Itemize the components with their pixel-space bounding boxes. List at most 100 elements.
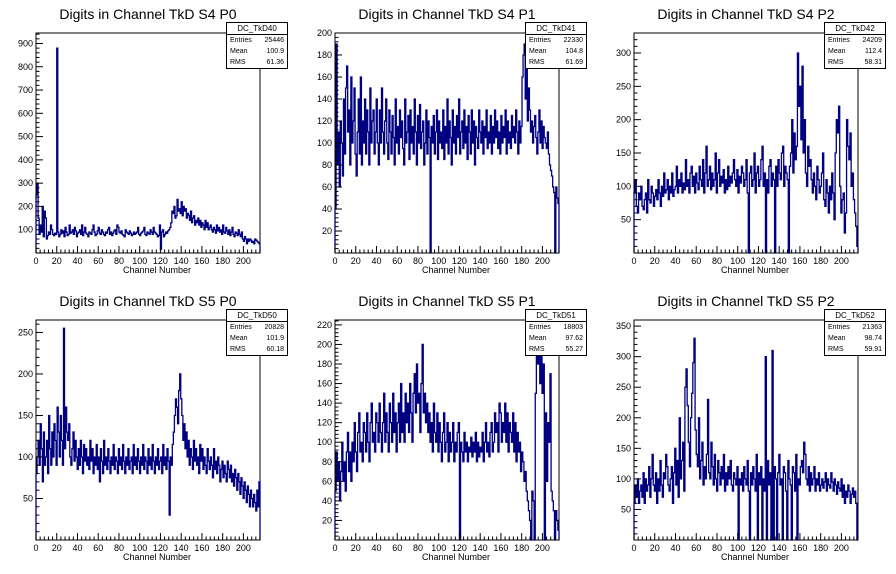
chart-title: Digits in Channel TkD S4 P2 [657,6,835,22]
histogram-series [35,47,261,253]
y-tick-label: 140 [317,94,332,104]
stats-value-rms: 58.31 [864,59,882,66]
stats-row-entries: Entries 21363 [825,322,885,333]
y-tick-label: 150 [616,148,631,158]
y-tick-label: 100 [317,138,332,148]
y-tick-label: 350 [616,321,631,331]
y-tick-label: 250 [616,81,631,91]
x-tick-label: 200 [535,543,550,553]
stats-name: DC_TkD42 [825,23,885,35]
stats-label-mean: Mean [828,335,846,342]
y-tick-label: 50 [621,504,631,514]
stats-value-mean: 101.9 [266,335,284,342]
stats-row-entries: Entries 18803 [526,322,586,333]
stats-row-mean: Mean 100.9 [227,46,287,57]
y-tick-label: 300 [616,48,631,58]
y-tick-label: 60 [322,182,332,192]
y-tick-label: 200 [317,28,332,38]
stats-box: DC_TkD41 Entries 22330 Mean 104.8 RMS 61.69 [525,22,587,69]
y-tick-label: 600 [18,108,33,118]
y-tick-label: 20 [322,226,332,236]
stats-name: DC_TkD40 [227,23,287,35]
x-tick-label: 80 [114,256,124,266]
x-tick-label: 140 [473,543,488,553]
stats-label-entries: Entries [230,37,252,44]
y-tick-label: 200 [18,369,33,379]
x-axis-label: Channel Number [123,552,192,562]
x-axis-label: Channel Number [422,552,491,562]
stats-row-rms: RMS 61.69 [526,57,586,68]
y-tick-label: 100 [616,474,631,484]
y-tick-label: 80 [322,160,332,170]
stats-label-mean: Mean [529,335,547,342]
histogram-series [334,43,560,254]
stats-value-mean: 112.4 [865,48,882,55]
x-tick-label: 60 [392,256,402,266]
x-tick-label: 180 [813,543,828,553]
y-tick-label: 250 [616,382,631,392]
x-axis-label: Channel Number [422,265,491,275]
stats-label-rms: RMS [230,346,246,353]
stats-value-rms: 61.69 [565,59,583,66]
x-tick-label: 80 [413,543,423,553]
x-tick-label: 200 [236,543,251,553]
stats-value-entries: 18803 [563,324,583,331]
x-tick-label: 60 [93,543,103,553]
stats-row-mean: Mean 98.74 [825,333,885,344]
x-tick-label: 0 [33,543,38,553]
stats-value-entries: 22330 [563,37,583,44]
x-tick-label: 160 [493,543,508,553]
y-tick-label: 400 [18,155,33,165]
y-tick-label: 200 [18,201,33,211]
stats-value-mean: 97.62 [565,335,583,342]
x-tick-label: 140 [174,256,189,266]
x-tick-label: 60 [93,256,103,266]
y-tick-label: 100 [18,225,33,235]
x-tick-label: 40 [670,543,680,553]
stats-row-rms: RMS 58.31 [825,57,885,68]
x-tick-label: 20 [52,543,62,553]
y-tick-label: 150 [616,443,631,453]
x-tick-label: 200 [535,256,550,266]
x-tick-label: 60 [691,543,701,553]
y-tick-label: 900 [18,38,33,48]
stats-label-entries: Entries [828,37,850,44]
y-tick-label: 120 [317,418,332,428]
y-tick-label: 120 [317,116,332,126]
chart-pad-3: Digits in Channel TkD S4 P2 0 20 40 60 80 100 1… [598,0,896,287]
x-tick-label: 140 [473,256,488,266]
x-axis-label: Channel Number [721,265,790,275]
x-axis-label: Channel Number [123,265,192,275]
x-tick-label: 160 [493,256,508,266]
y-tick-label: 180 [317,359,332,369]
stats-name: DC_TkD52 [825,310,885,322]
y-tick-label: 100 [317,437,332,447]
stats-label-entries: Entries [529,37,551,44]
stats-name: DC_TkD50 [227,310,287,322]
x-tick-label: 140 [772,256,787,266]
chart-svg: 0 20 40 60 80 100 120 140 160 180 200 50 100 150 200 25… [616,319,859,553]
chart-pad-2: Digits in Channel TkD S4 P1 0 20 40 60 80 100 1… [299,0,597,287]
stats-value-entries: 25446 [264,37,284,44]
histogram-series [35,327,261,540]
y-tick-label: 500 [18,132,33,142]
x-tick-label: 200 [834,256,849,266]
y-tick-label: 200 [616,413,631,423]
stats-box: DC_TkD50 Entries 20828 Mean 101.9 RMS 60.18 [226,309,288,356]
stats-value-mean: 98.74 [864,335,882,342]
stats-label-rms: RMS [529,346,545,353]
chart-svg: 0 20 40 60 80 100 120 140 160 180 200 50 100 150 200 25… [18,319,261,553]
stats-name: DC_TkD41 [526,23,586,35]
x-tick-label: 100 [431,543,446,553]
stats-label-mean: Mean [230,48,248,55]
x-tick-label: 160 [792,256,807,266]
y-tick-label: 40 [322,496,332,506]
histogram-series [633,52,859,254]
x-tick-label: 80 [114,543,124,553]
stats-label-entries: Entries [529,324,551,331]
stats-label-entries: Entries [828,324,850,331]
x-tick-label: 200 [236,256,251,266]
x-tick-label: 20 [351,543,361,553]
y-tick-label: 100 [18,452,33,462]
histogram-series [633,337,858,541]
